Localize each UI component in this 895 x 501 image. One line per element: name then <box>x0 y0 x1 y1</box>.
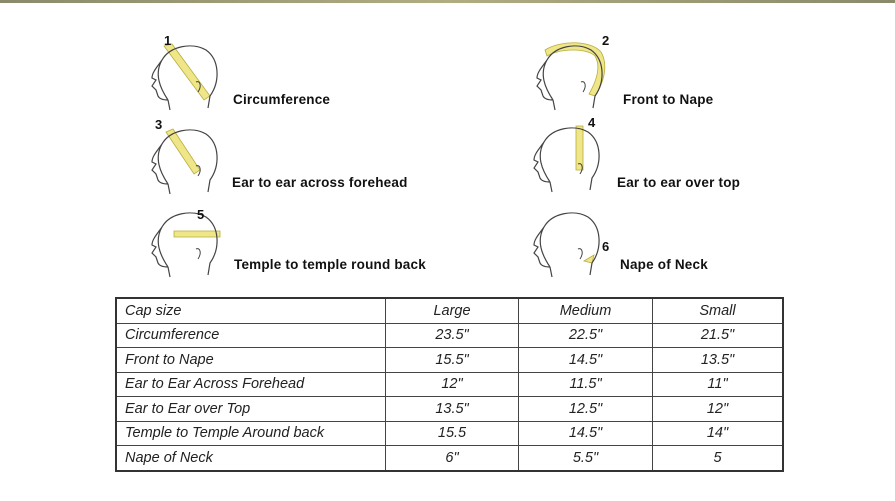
label-ear-to-ear-top: Ear to ear over top <box>617 175 741 190</box>
cell-value: 12.5" <box>518 396 653 422</box>
cell-value: 15.5 <box>385 420 519 446</box>
cell-value: 14.5" <box>518 347 653 373</box>
number-3: 3 <box>155 117 163 132</box>
cell-value: 14" <box>652 420 784 446</box>
label-temple-to-temple: Temple to temple round back <box>234 257 426 272</box>
row-label: Nape of Neck <box>115 445 386 471</box>
row-label: Ear to Ear Across Forehead <box>115 371 386 397</box>
cell-value: 13.5" <box>385 396 519 422</box>
label-nape-of-neck: Nape of Neck <box>620 257 708 272</box>
row-label: Temple to Temple Around back <box>115 420 386 446</box>
cell-value: 12" <box>385 371 519 397</box>
cell-value: 11" <box>652 371 784 397</box>
table-row: Ear to Ear over Top 13.5" 12.5" 12" <box>115 396 784 422</box>
header-small: Small <box>652 297 784 324</box>
top-border <box>0 0 895 3</box>
table-header-row: Cap size Large Medium Small <box>115 297 784 324</box>
table-row: Circumference 23.5" 22.5" 21.5" <box>115 322 784 348</box>
number-4: 4 <box>588 115 596 130</box>
number-6: 6 <box>602 239 610 254</box>
cell-value: 11.5" <box>518 371 653 397</box>
cell-value: 15.5" <box>385 347 519 373</box>
header-cap-size: Cap size <box>115 297 386 324</box>
table-row: Ear to Ear Across Forehead 12" 11.5" 11" <box>115 371 784 397</box>
cell-value: 22.5" <box>518 322 653 348</box>
table-row: Temple to Temple Around back 15.5 14.5" 14" <box>115 420 784 446</box>
label-ear-to-ear-forehead: Ear to ear across forehead <box>232 175 408 190</box>
label-front-to-nape: Front to Nape <box>623 92 714 107</box>
cell-value: 14.5" <box>518 420 653 446</box>
header-large: Large <box>385 297 519 324</box>
header-medium: Medium <box>518 297 653 324</box>
number-5: 5 <box>197 207 205 222</box>
table-row: Nape of Neck 6" 5.5" 5 <box>115 445 784 471</box>
number-1: 1 <box>164 33 172 48</box>
row-label: Circumference <box>115 322 386 348</box>
row-label: Ear to Ear over Top <box>115 396 386 422</box>
row-label: Front to Nape <box>115 347 386 373</box>
cell-value: 5.5" <box>518 445 653 471</box>
cell-value: 23.5" <box>385 322 519 348</box>
cell-value: 13.5" <box>652 347 784 373</box>
cell-value: 6" <box>385 445 519 471</box>
cap-size-table: Cap size Large Medium Small Circumferenc… <box>115 297 784 472</box>
diagram-panel <box>125 32 780 287</box>
cell-value: 5 <box>652 445 784 471</box>
table-row: Front to Nape 15.5" 14.5" 13.5" <box>115 347 784 373</box>
number-2: 2 <box>602 33 610 48</box>
cell-value: 12" <box>652 396 784 422</box>
label-circumference: Circumference <box>233 92 331 107</box>
cell-value: 21.5" <box>652 322 784 348</box>
